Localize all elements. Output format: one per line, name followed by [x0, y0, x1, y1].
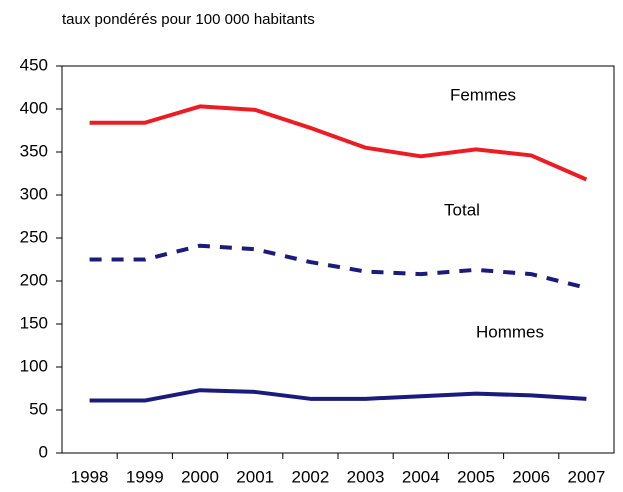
chart-title: taux pondérés pour 100 000 habitants: [62, 11, 315, 28]
x-tick-label: 2007: [567, 467, 605, 486]
series-label: Total: [444, 200, 480, 219]
y-tick-label: 450: [20, 55, 48, 74]
y-tick-label: 350: [20, 141, 48, 160]
line-series: [89, 104, 588, 182]
line-series: [89, 388, 587, 403]
y-tick-label: 300: [20, 184, 48, 203]
x-tick-label: 2002: [291, 467, 329, 486]
y-tick-label: 400: [20, 98, 48, 117]
y-tick-label: 50: [29, 399, 48, 418]
y-tick-label: 0: [39, 442, 48, 461]
x-tick-label: 1999: [126, 467, 164, 486]
y-tick-label: 150: [20, 313, 48, 332]
x-tick-label: 2004: [402, 467, 440, 486]
x-tick-label: 1998: [71, 467, 109, 486]
y-tick-label: 200: [20, 270, 48, 289]
x-tick-label: 2000: [181, 467, 219, 486]
series-label: Hommes: [476, 322, 544, 341]
y-tick-label: 250: [20, 227, 48, 246]
x-tick-label: 2006: [512, 467, 550, 486]
x-tick-label: 2001: [236, 467, 274, 486]
x-tick-label: 2005: [457, 467, 495, 486]
y-tick-label: 100: [20, 356, 48, 375]
line-series: [89, 243, 587, 290]
x-tick-label: 2003: [347, 467, 385, 486]
series-label: Femmes: [450, 85, 516, 104]
